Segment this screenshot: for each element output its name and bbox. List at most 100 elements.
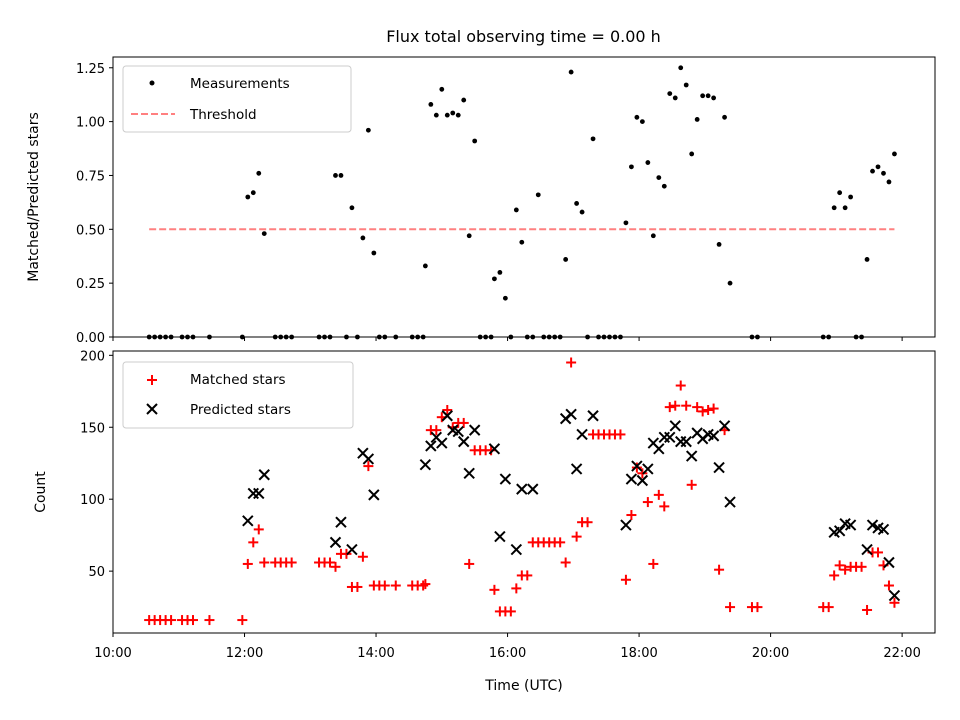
matched-star-point bbox=[390, 580, 401, 591]
bottom-y-axis-label: Count bbox=[33, 471, 49, 513]
measurement-point bbox=[689, 151, 695, 157]
matched-star-point bbox=[862, 604, 873, 615]
matched-star-point bbox=[560, 557, 571, 568]
matched-star-point bbox=[522, 570, 533, 581]
top-legend-box bbox=[122, 65, 352, 133]
measurement-point bbox=[667, 91, 673, 97]
bottom-x-tick-label: 20:00 bbox=[752, 646, 789, 661]
bottom-x-tick-label: 22:00 bbox=[883, 646, 920, 661]
measurement-point bbox=[338, 173, 344, 178]
matched-star-point bbox=[708, 403, 719, 414]
bottom-legend-matched-label: Matched stars bbox=[190, 372, 286, 388]
bottom-legend-predicted-marker bbox=[146, 403, 158, 415]
measurement-point bbox=[672, 95, 678, 101]
predicted-star-point bbox=[253, 487, 265, 500]
top-legend: Measurements Threshold bbox=[122, 65, 352, 133]
predicted-star-point bbox=[642, 463, 654, 475]
predicted-star-point bbox=[636, 474, 649, 487]
measurement-point bbox=[678, 65, 684, 71]
matched-star-point bbox=[248, 537, 259, 548]
predicted-star-point bbox=[494, 530, 506, 543]
matched-star-point bbox=[505, 606, 516, 617]
bottom-x-axis-label: Time (UTC) bbox=[484, 678, 562, 694]
predicted-star-point bbox=[883, 556, 895, 569]
predicted-star-point bbox=[527, 483, 539, 495]
predicted-star-point bbox=[653, 443, 665, 455]
matched-star-point bbox=[566, 357, 577, 368]
matched-star-point bbox=[286, 557, 297, 568]
matched-star-point bbox=[642, 497, 653, 508]
predicted-star-point bbox=[685, 450, 698, 462]
top-legend-threshold-label: Threshold bbox=[189, 107, 257, 123]
matched-star-point bbox=[464, 558, 475, 569]
predicted-star-point bbox=[888, 589, 901, 602]
measurement-point bbox=[661, 183, 667, 189]
predicted-star-point bbox=[587, 410, 599, 422]
measurement-point bbox=[848, 194, 854, 200]
predicted-star-point bbox=[436, 437, 448, 449]
measurement-point bbox=[831, 205, 837, 211]
matched-star-point bbox=[615, 429, 626, 440]
matched-star-point bbox=[325, 557, 336, 568]
top-plot-frame bbox=[112, 56, 936, 338]
matched-star-point bbox=[489, 584, 500, 595]
measurement-point bbox=[574, 201, 580, 206]
predicted-star-point bbox=[664, 431, 676, 444]
matched-star-point bbox=[253, 524, 264, 535]
measurement-point bbox=[433, 112, 439, 118]
measurement-point bbox=[864, 257, 870, 262]
top-chart-title: Flux total observing time = 0.00 h bbox=[386, 27, 661, 46]
matched-star-point bbox=[648, 558, 659, 569]
top-y-tick-label: 1.00 bbox=[76, 116, 105, 131]
bottom-x-tick-label: 12:00 bbox=[226, 646, 263, 661]
measurement-point bbox=[492, 276, 497, 282]
measurement-point bbox=[727, 280, 733, 286]
predicted-star-point bbox=[419, 458, 432, 471]
measurement-point bbox=[886, 179, 892, 185]
predicted-star-point bbox=[680, 435, 692, 448]
measurement-point bbox=[256, 170, 262, 176]
top-y-axis-label: Matched/Predicted stars bbox=[26, 112, 42, 282]
measurement-point bbox=[716, 241, 722, 247]
matched-star-point bbox=[352, 581, 363, 592]
top-y-tick-label: 0.25 bbox=[76, 277, 105, 292]
measurement-point bbox=[371, 250, 377, 256]
top-y-axis: 0.00 0.25 0.50 0.75 1.00 1.25 bbox=[76, 62, 113, 346]
matched-star-point bbox=[840, 564, 851, 575]
predicted-star-point bbox=[516, 483, 528, 495]
top-x-axis-ticks bbox=[112, 337, 903, 341]
predicted-star-point bbox=[625, 473, 638, 485]
measurement-point bbox=[455, 112, 461, 118]
matched-star-point bbox=[620, 574, 631, 585]
matched-star-point bbox=[664, 402, 675, 413]
predicted-star-point bbox=[833, 525, 846, 537]
measurement-point bbox=[365, 127, 371, 133]
measurement-point bbox=[892, 151, 897, 157]
matched-star-point bbox=[379, 580, 390, 591]
top-y-tick-label: 0.50 bbox=[76, 223, 105, 238]
measurement-point bbox=[466, 233, 472, 239]
matched-star-point bbox=[681, 400, 692, 411]
measurement-point bbox=[645, 160, 651, 165]
bottom-x-tick-label: 10:00 bbox=[94, 646, 131, 661]
measurement-point bbox=[563, 257, 569, 262]
matched-star-point bbox=[725, 602, 736, 613]
matched-star-point bbox=[188, 615, 199, 626]
bottom-x-axis: 10:00 12:00 14:00 16:00 18:00 20:00 22:00 bbox=[94, 633, 921, 661]
predicted-star-point bbox=[669, 420, 681, 432]
matched-star-point bbox=[431, 425, 442, 436]
measurement-point bbox=[502, 295, 508, 301]
measurement-point bbox=[656, 175, 662, 181]
predicted-star-point bbox=[488, 443, 501, 455]
measurement-point bbox=[634, 114, 640, 120]
top-y-tick-label: 0.75 bbox=[76, 169, 105, 184]
matched-star-point bbox=[883, 580, 894, 591]
bottom-plot: 50 100 150 200 10:00 12:00 14:00 16:00 18:00 20:… bbox=[33, 349, 936, 694]
matched-star-point bbox=[626, 510, 637, 521]
matched-star-point bbox=[242, 558, 253, 569]
matched-star-point bbox=[714, 564, 725, 575]
measurement-point bbox=[439, 86, 445, 92]
predicted-star-point bbox=[620, 519, 632, 531]
matched-star-point bbox=[458, 417, 469, 428]
